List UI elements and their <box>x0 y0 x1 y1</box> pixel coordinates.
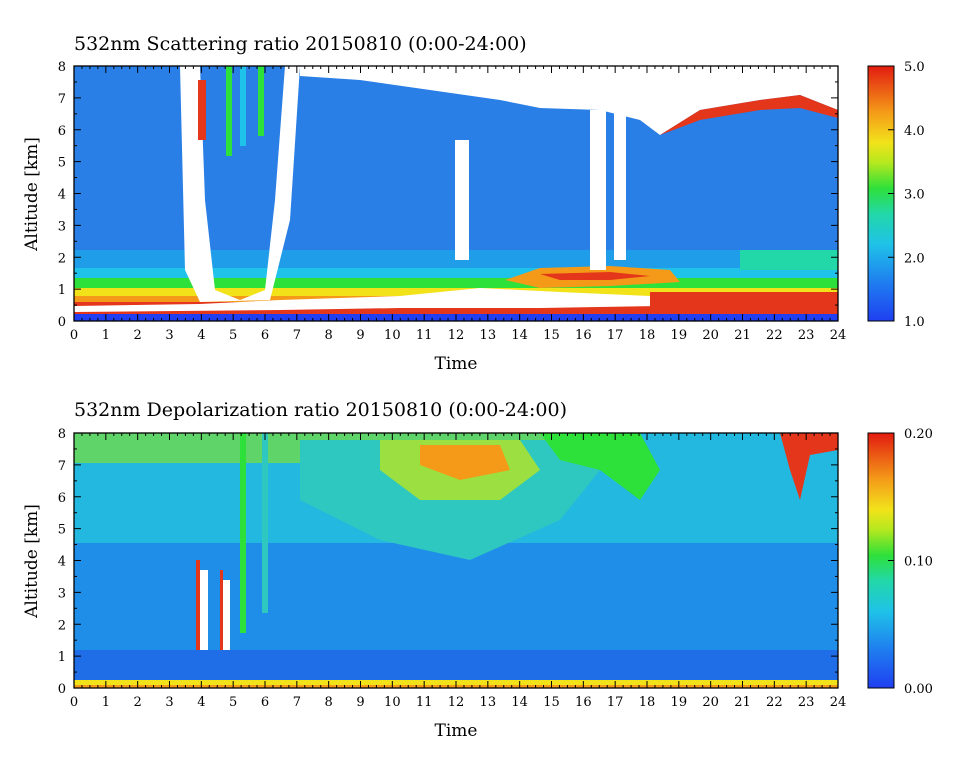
x-tick-label: 0 <box>70 695 78 710</box>
colorbar: 0.00 0.10 0.20 <box>867 427 933 697</box>
x-tick-label: 11 <box>416 695 433 710</box>
x-tick-label: 24 <box>830 328 847 343</box>
x-tick-label: 14 <box>511 328 528 343</box>
x-tick-label: 19 <box>671 695 688 710</box>
x-tick-label: 2 <box>134 695 142 710</box>
x-axis: 0 1 2 3 4 5 6 7 8 9 10 11 12 13 14 15 16 17 18 19 20 21 22 23 24 <box>70 66 846 343</box>
x-tick-label: 22 <box>766 328 783 343</box>
x-tick-label: 11 <box>416 328 433 343</box>
x-tick-label: 17 <box>607 695 624 710</box>
x-tick-label: 7 <box>293 328 301 343</box>
y-tick-label: 8 <box>58 427 66 442</box>
colorbar-tick-label: 1.0 <box>904 315 925 330</box>
colorbar-tick-label: 2.0 <box>904 251 925 266</box>
x-tick-label: 22 <box>766 695 783 710</box>
y-tick-label: 6 <box>58 491 66 506</box>
y-axis: 0 1 2 3 4 5 6 7 8 <box>58 427 838 697</box>
colorbar-tick-label: 0.00 <box>904 682 933 697</box>
x-tick-label: 1 <box>102 695 110 710</box>
x-tick-label: 13 <box>480 328 497 343</box>
x-tick-label: 21 <box>734 328 751 343</box>
y-tick-label: 5 <box>58 156 66 171</box>
depolarization-ratio-heatmap <box>74 433 838 688</box>
x-tick-label: 4 <box>197 695 205 710</box>
y-tick-label: 7 <box>58 459 66 474</box>
x-tick-label: 23 <box>798 695 815 710</box>
y-tick-label: 8 <box>58 60 66 75</box>
colorbar-tick-label: 3.0 <box>904 188 925 203</box>
x-tick-label: 19 <box>671 328 688 343</box>
x-tick-label: 15 <box>543 695 560 710</box>
x-tick-label: 24 <box>830 695 847 710</box>
scattering-ratio-panel: 532nm Scattering ratio 20150810 (0:00-24… <box>22 33 925 374</box>
chart-title: 532nm Scattering ratio 20150810 (0:00-24… <box>74 33 527 55</box>
colorbar-tick-label: 0.20 <box>904 427 933 442</box>
x-tick-label: 12 <box>448 328 465 343</box>
chart-title: 532nm Depolarization ratio 20150810 (0:0… <box>74 399 567 421</box>
x-tick-label: 16 <box>575 328 592 343</box>
y-tick-label: 4 <box>58 555 66 570</box>
x-tick-label: 6 <box>261 328 269 343</box>
x-tick-label: 9 <box>356 328 364 343</box>
x-tick-label: 3 <box>165 328 173 343</box>
x-tick-label: 15 <box>543 328 560 343</box>
x-tick-label: 18 <box>639 695 656 710</box>
x-tick-label: 10 <box>384 695 401 710</box>
x-tick-label: 17 <box>607 328 624 343</box>
x-tick-label: 13 <box>480 695 497 710</box>
x-tick-label: 3 <box>165 695 173 710</box>
x-tick-label: 12 <box>448 695 465 710</box>
x-tick-label: 23 <box>798 328 815 343</box>
y-tick-label: 1 <box>58 283 66 298</box>
x-axis-label: Time <box>435 354 478 374</box>
y-tick-label: 3 <box>58 586 66 601</box>
x-tick-label: 6 <box>261 695 269 710</box>
x-tick-label: 4 <box>197 328 205 343</box>
x-tick-label: 21 <box>734 695 751 710</box>
x-tick-label: 10 <box>384 328 401 343</box>
x-tick-label: 14 <box>511 695 528 710</box>
x-tick-label: 8 <box>325 695 333 710</box>
y-tick-label: 6 <box>58 124 66 139</box>
y-tick-label: 4 <box>58 188 66 203</box>
y-tick-label: 2 <box>58 618 66 633</box>
x-tick-label: 18 <box>639 328 656 343</box>
x-tick-label: 20 <box>702 695 719 710</box>
y-axis-label: Altitude [km] <box>22 137 42 252</box>
colorbar-tick-label: 0.10 <box>904 555 933 570</box>
colorbar-tick-label: 4.0 <box>904 124 925 139</box>
x-tick-label: 5 <box>229 328 237 343</box>
y-tick-label: 3 <box>58 219 66 234</box>
x-tick-label: 0 <box>70 328 78 343</box>
x-axis: 0 1 2 3 4 5 6 7 8 9 10 11 12 13 14 15 16 17 18 19 20 21 22 23 24 <box>70 433 846 710</box>
x-tick-label: 20 <box>702 328 719 343</box>
colorbar-tick-label: 5.0 <box>904 60 925 75</box>
y-tick-label: 5 <box>58 523 66 538</box>
x-tick-label: 5 <box>229 695 237 710</box>
x-tick-label: 9 <box>356 695 364 710</box>
scattering-ratio-heatmap <box>74 66 838 321</box>
y-axis: 0 1 2 3 4 5 6 7 8 <box>58 60 838 330</box>
y-axis-label: Altitude [km] <box>22 504 42 619</box>
x-tick-label: 2 <box>134 328 142 343</box>
x-axis-label: Time <box>435 721 478 741</box>
y-tick-label: 7 <box>58 92 66 107</box>
depolarization-ratio-panel: 532nm Depolarization ratio 20150810 (0:0… <box>22 399 933 741</box>
y-tick-label: 0 <box>58 682 66 697</box>
x-tick-label: 8 <box>325 328 333 343</box>
y-tick-label: 0 <box>58 315 66 330</box>
y-tick-label: 1 <box>58 650 66 665</box>
colorbar: 1.0 2.0 3.0 4.0 5.0 <box>867 60 925 330</box>
x-tick-label: 7 <box>293 695 301 710</box>
x-tick-label: 16 <box>575 695 592 710</box>
x-tick-label: 1 <box>102 328 110 343</box>
y-tick-label: 2 <box>58 251 66 266</box>
